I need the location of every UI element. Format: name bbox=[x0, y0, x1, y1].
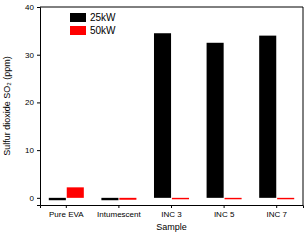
y-axis: 0 10 20 30 40 bbox=[25, 3, 40, 205]
bar bbox=[172, 198, 189, 199]
bar bbox=[67, 187, 84, 197]
tick-mark bbox=[37, 7, 40, 8]
tick-label: 10 bbox=[25, 146, 34, 155]
tick: Pure EVA bbox=[49, 205, 84, 219]
tick: 0 bbox=[30, 194, 40, 203]
bar bbox=[154, 33, 171, 198]
tick-label: 20 bbox=[25, 98, 34, 107]
tick: INC 7 bbox=[266, 205, 287, 219]
tick-mark bbox=[37, 198, 40, 199]
bars bbox=[49, 33, 294, 200]
axis-line bbox=[37, 8, 41, 206]
y-axis-title: Sulfur dioxide SO₂ (ppm) bbox=[2, 56, 12, 156]
tick: INC 5 bbox=[214, 205, 235, 219]
tick-label: Pure EVA bbox=[49, 210, 84, 219]
plot: 0 10 20 30 40 Pure EVA Intumescent INC 3 INC 5 IN… bbox=[25, 3, 303, 219]
tick-mark bbox=[66, 205, 67, 208]
tick-mark bbox=[224, 205, 225, 208]
tick-label: INC 5 bbox=[214, 210, 235, 219]
bar bbox=[277, 198, 294, 199]
tick: 10 bbox=[25, 146, 40, 155]
frame bbox=[303, 7, 304, 205]
tick-mark bbox=[276, 205, 277, 208]
legend-label: 25kW bbox=[90, 12, 116, 23]
tick-mark bbox=[171, 205, 172, 208]
tick-label: INC 3 bbox=[161, 210, 182, 219]
tick: 30 bbox=[25, 51, 40, 60]
bar bbox=[49, 198, 66, 200]
tick-label: Intumescent bbox=[97, 210, 141, 219]
tick: 40 bbox=[25, 3, 40, 12]
tick: INC 3 bbox=[161, 205, 182, 219]
legend-swatch bbox=[70, 13, 86, 22]
bar bbox=[119, 198, 136, 200]
tick: 20 bbox=[25, 98, 40, 107]
legend-swatch bbox=[70, 26, 86, 35]
tick-mark bbox=[118, 205, 119, 208]
tick-label: 30 bbox=[25, 51, 34, 60]
legend: 25kW 50kW bbox=[70, 12, 116, 36]
tick-mark bbox=[37, 102, 40, 103]
x-axis-title: Sample bbox=[156, 222, 187, 232]
tick-label: 0 bbox=[30, 194, 35, 203]
x-axis: Pure EVA Intumescent INC 3 INC 5 INC 7 bbox=[41, 205, 304, 219]
legend-label: 50kW bbox=[90, 25, 116, 36]
bar bbox=[207, 43, 224, 198]
bar bbox=[259, 36, 276, 198]
tick-mark bbox=[37, 150, 40, 151]
chart: 0 10 20 30 40 Pure EVA Intumescent INC 3 INC 5 IN… bbox=[0, 0, 308, 233]
axis-line bbox=[41, 206, 304, 209]
tick-label: INC 7 bbox=[266, 210, 287, 219]
frame bbox=[40, 7, 303, 8]
tick-mark bbox=[37, 55, 40, 56]
bar bbox=[101, 198, 118, 200]
bar bbox=[225, 198, 242, 199]
tick-label: 40 bbox=[25, 3, 34, 12]
tick: Intumescent bbox=[97, 205, 141, 219]
